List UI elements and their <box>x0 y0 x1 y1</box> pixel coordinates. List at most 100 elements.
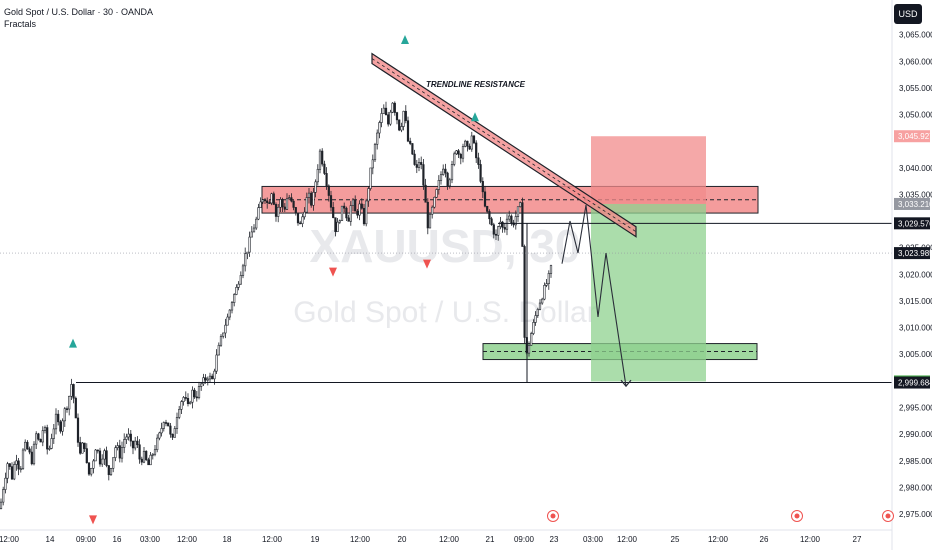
candle-up <box>378 122 381 134</box>
candle <box>217 342 220 356</box>
candle-up <box>202 377 205 385</box>
candle <box>382 104 385 114</box>
candle-up <box>153 449 157 455</box>
candle <box>435 188 438 199</box>
candle-down <box>321 150 324 165</box>
candle <box>290 193 293 203</box>
candle-down <box>521 202 524 247</box>
candle <box>182 395 185 406</box>
candle-down <box>46 427 49 450</box>
candle-up <box>244 253 247 267</box>
candle-up <box>336 221 339 232</box>
candle-up <box>224 324 227 334</box>
candle-down <box>290 197 293 202</box>
candle-down <box>483 191 487 207</box>
projection-arrowhead <box>620 379 632 388</box>
candle-down <box>409 140 412 144</box>
candle <box>514 210 517 230</box>
candle <box>466 140 469 152</box>
candle-down <box>65 408 69 410</box>
candle-up <box>417 162 421 168</box>
price-label-bg <box>894 197 930 210</box>
candle <box>387 111 390 127</box>
candle <box>87 462 91 476</box>
candle-down <box>74 397 77 419</box>
candle <box>151 453 154 460</box>
candle <box>39 438 42 443</box>
candle-up <box>127 433 130 438</box>
candle-down <box>266 200 269 203</box>
currency-button[interactable]: USD <box>894 4 922 24</box>
candle <box>197 381 201 400</box>
candle <box>437 175 440 195</box>
candle-down <box>488 211 491 220</box>
candle-down <box>167 422 170 427</box>
candle <box>310 191 313 208</box>
candle <box>547 270 550 290</box>
candle <box>114 445 117 462</box>
candle-down <box>268 202 271 204</box>
candle <box>516 206 520 222</box>
candle <box>433 196 436 209</box>
candle-down <box>59 421 62 432</box>
candle <box>274 202 278 222</box>
candle-up <box>217 344 220 356</box>
price-label: 3,045.927 <box>894 130 932 143</box>
candle-down <box>37 433 40 440</box>
candle <box>384 101 388 116</box>
candle <box>98 447 102 467</box>
candle-down <box>354 199 357 212</box>
candle-up <box>255 218 258 229</box>
flag-event-icon[interactable] <box>791 510 803 522</box>
candle <box>426 198 429 235</box>
candle <box>255 216 258 230</box>
candle <box>131 440 135 455</box>
candle <box>90 467 93 477</box>
candle <box>72 383 75 404</box>
candle <box>48 445 51 451</box>
candle <box>162 421 165 432</box>
candle-up <box>439 174 443 181</box>
candle-down <box>444 168 447 174</box>
flash-event-icon[interactable] <box>547 510 559 522</box>
candle <box>21 448 25 470</box>
candle <box>138 439 141 464</box>
candle <box>259 197 262 208</box>
candle-up <box>261 199 264 203</box>
price-scale: 3,065.000 3,060.000 3,055.000 3,050.000 3,04… <box>891 0 932 550</box>
x-tick-label: 12:00 <box>708 535 729 544</box>
flag-event-icon[interactable] <box>882 510 894 522</box>
candle <box>250 226 253 238</box>
candle-down <box>292 200 295 208</box>
candle <box>105 446 108 468</box>
candle <box>270 192 273 206</box>
x-tick-label: 12:00 <box>177 535 198 544</box>
candle-up <box>340 205 344 221</box>
candle <box>109 467 113 476</box>
candle-up <box>303 211 306 218</box>
price-label-text: 3,033.210 <box>898 200 932 209</box>
candle <box>147 457 150 466</box>
price-label-text: 2,999.684 <box>898 379 932 388</box>
candle <box>543 282 546 301</box>
candle-up <box>508 215 511 220</box>
candle-down <box>494 233 498 236</box>
candle-up <box>549 265 553 274</box>
x-tick-label: 12:00 <box>262 535 283 544</box>
candle-up <box>288 197 291 200</box>
candle <box>233 293 236 307</box>
candle <box>241 263 245 279</box>
candle <box>85 443 88 464</box>
x-tick-label: 20 <box>398 535 407 544</box>
candle-down <box>457 150 460 155</box>
candle <box>107 465 110 481</box>
candle <box>142 447 146 464</box>
candle <box>413 149 416 166</box>
candle <box>398 119 401 132</box>
candle-up <box>43 427 47 431</box>
candle <box>301 213 304 228</box>
candle <box>195 390 198 402</box>
candle-down <box>387 114 390 125</box>
candle <box>404 105 407 124</box>
